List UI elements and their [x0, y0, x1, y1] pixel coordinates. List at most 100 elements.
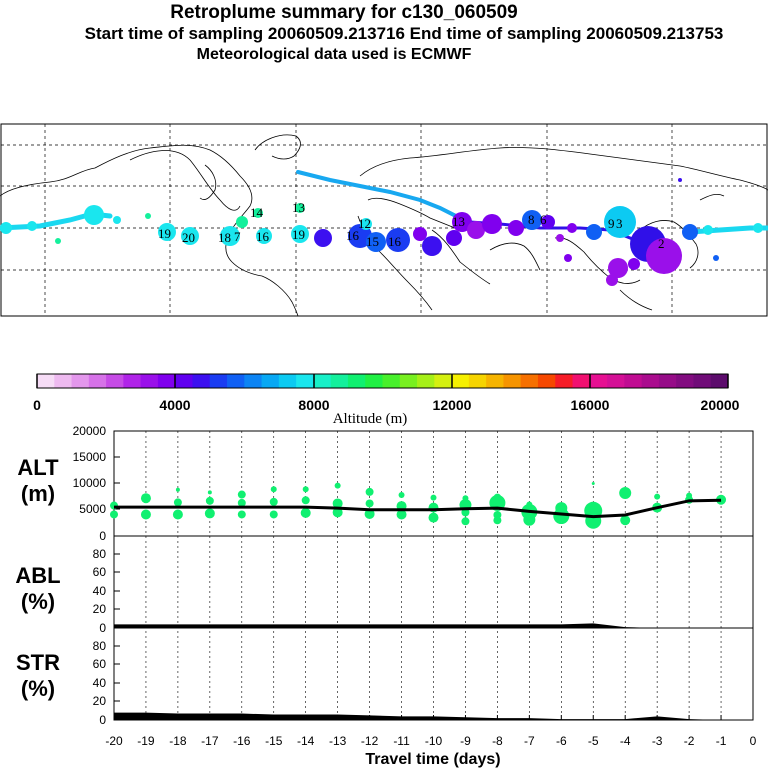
xtick-label: -6: [556, 734, 567, 748]
colorbar-cell: [278, 374, 297, 388]
map-label: 19: [158, 226, 171, 241]
alt-panel-label: ALT: [17, 455, 59, 480]
alt-scatter-point: [462, 495, 469, 502]
alt-scatter-point: [270, 486, 277, 493]
xtick-label: -16: [233, 734, 251, 748]
xtick-label: -10: [425, 734, 443, 748]
abl-ytick-label: 80: [93, 547, 107, 561]
alt-scatter-point: [620, 515, 631, 526]
colorbar-cell: [347, 374, 366, 388]
alt-ytick-label: 15000: [73, 450, 107, 464]
alt-scatter-point: [716, 494, 727, 505]
alt-scatter-point: [207, 490, 212, 495]
alt-scatter-point: [591, 482, 595, 485]
alt-ytick-label: 5000: [79, 502, 106, 516]
xtick-label: -20: [105, 734, 123, 748]
xtick-label: 0: [750, 734, 757, 748]
xtick-label: -15: [265, 734, 283, 748]
alt-scatter-point: [175, 487, 180, 492]
map-label: 7: [234, 229, 241, 244]
str-panel-unit: (%): [21, 676, 55, 701]
map-label: 16: [388, 234, 402, 249]
colorbar-tick-label: 20000: [701, 397, 740, 413]
xtick-label: -18: [169, 734, 187, 748]
alt-mean-line-group: [114, 498, 722, 519]
colorbar-tick-label: 8000: [298, 397, 329, 413]
alt-scatter-point: [302, 486, 309, 493]
alt-mean-line: [114, 498, 722, 519]
str-ytick-label: 40: [93, 676, 107, 690]
plume-day-labels: 19 20 18 7 16 19 16 15 16 13 12 9 8 6 2 …: [158, 200, 665, 251]
abl-ytick-label: 20: [93, 602, 107, 616]
xtick-label: -11: [393, 734, 410, 748]
colorbar-cells: [37, 374, 729, 388]
map-graticule: [1, 124, 767, 316]
xtick-label: -17: [201, 734, 219, 748]
alt-scatter-point: [526, 501, 533, 508]
colorbar-cell: [572, 374, 591, 388]
colorbar-cell: [503, 374, 522, 388]
colorbar-cell: [434, 374, 453, 388]
colorbar-cell: [555, 374, 574, 388]
vertical-gridlines: [113, 430, 754, 721]
alt-scatter-point: [619, 486, 632, 499]
colorbar-cell: [313, 374, 332, 388]
alt-scatter-point: [365, 499, 374, 508]
str-area-group: [114, 712, 722, 720]
colorbar-cell: [192, 374, 211, 388]
colorbar-cell: [607, 374, 625, 388]
colorbar-cell: [589, 374, 608, 388]
xtick-label: -19: [137, 734, 155, 748]
alt-scatter-point: [172, 509, 183, 520]
alt-scatter-point: [237, 490, 246, 499]
map-label: 13: [292, 200, 305, 215]
alt-scatter-point: [173, 498, 182, 507]
alt-ytick-label: 20000: [73, 424, 107, 438]
colorbar-tick-label: 16000: [571, 397, 610, 413]
colorbar-cell: [537, 374, 556, 388]
alt-scatter-point: [205, 496, 214, 505]
xtick-label: -1: [716, 734, 727, 748]
colorbar-cell: [209, 374, 228, 388]
colorbar-cell: [88, 374, 107, 388]
colorbar-cell: [106, 374, 124, 388]
alt-scatter-point: [140, 509, 151, 520]
xtick-label: -2: [684, 734, 695, 748]
map-label: 16: [346, 228, 360, 243]
abl-panel-unit: (%): [21, 589, 55, 614]
alt-scatter-point: [396, 509, 407, 520]
x-axis-title: Travel time (days): [365, 751, 500, 768]
plume-markers: [0, 178, 763, 286]
alt-scatter-point: [237, 510, 246, 519]
map-label: 20: [182, 230, 195, 245]
str-area: [114, 712, 722, 720]
xtick-label: -14: [297, 734, 315, 748]
colorbar-cell: [710, 374, 729, 388]
alt-scatter-point: [204, 508, 215, 519]
alt-scatter-point: [332, 507, 343, 518]
xtick-label: -13: [329, 734, 347, 748]
colorbar-cell: [451, 374, 470, 388]
colorbar-cell: [175, 374, 193, 388]
abl-ytick-label: 60: [93, 565, 107, 579]
colorbar-cell: [676, 374, 694, 388]
map-label: 16: [256, 229, 270, 244]
map-label: 13: [452, 214, 465, 229]
colorbar-cell: [520, 374, 539, 388]
colorbar-cell: [382, 374, 401, 388]
alt-scatter-point: [110, 510, 118, 519]
colorbar-cell: [468, 374, 487, 388]
colorbar-major-ticks: [36, 374, 729, 388]
alt-scatter-point: [301, 496, 310, 505]
colorbar-cell: [261, 374, 280, 388]
colorbar-cell: [71, 374, 90, 388]
alt-scatter-point: [332, 498, 343, 509]
alt-scatter-point: [269, 510, 278, 519]
alt-scatter-point: [140, 493, 151, 504]
colorbar-cell: [658, 374, 677, 388]
colorbar-cell: [417, 374, 435, 388]
map-label: 19: [292, 227, 305, 242]
colorbar-cell: [365, 374, 383, 388]
map-label: 15: [366, 234, 379, 249]
